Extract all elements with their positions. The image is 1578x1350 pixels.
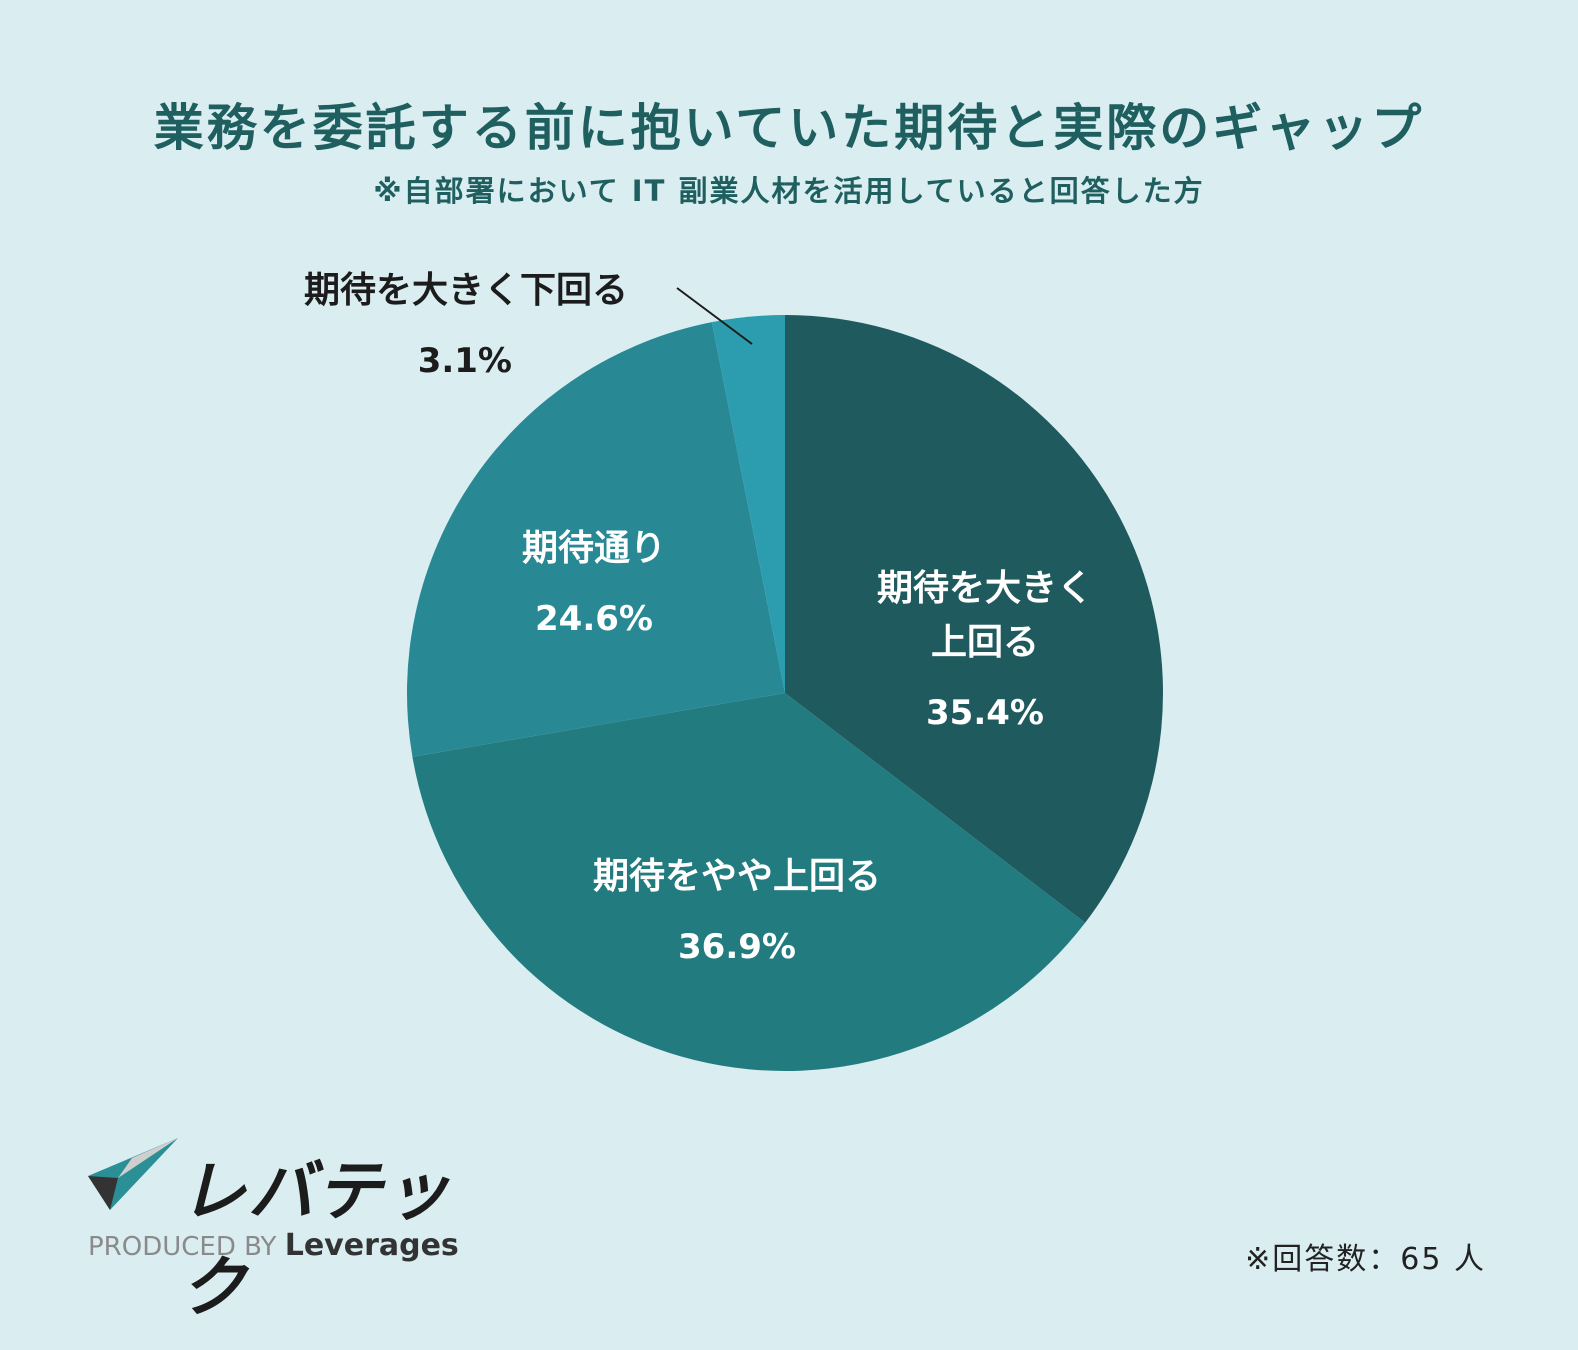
levtech-logo: レバテック PRODUCED BY Leverages xyxy=(88,1138,488,1326)
pie-slice-3 xyxy=(711,315,785,693)
logo-name: レバテック xyxy=(180,1153,452,1326)
pie-slice-1 xyxy=(412,693,1086,1072)
logo-mark-icon xyxy=(88,1138,178,1210)
slice-label-1-line-0: 期待をやや上回る xyxy=(593,856,881,897)
respondent-count: ※回答数：65 人 xyxy=(1245,1242,1486,1277)
slice-label-0-line-1: 上回る xyxy=(931,622,1039,663)
logo-produced-by: PRODUCED BY Leverages xyxy=(88,1228,459,1263)
slice-label-0-line-0: 期待を大きく xyxy=(877,568,1093,609)
slice-value-0: 35.4% xyxy=(926,693,1044,733)
company-name: Leverages xyxy=(284,1228,459,1263)
chart-title: 業務を委託する前に抱いていた期待と実際のギャップ xyxy=(153,99,1425,157)
pie-slice-0 xyxy=(785,315,1164,923)
pie-slice-2 xyxy=(407,322,785,757)
slice-label-2-line-0: 期待通り xyxy=(522,528,666,569)
slice-value-3: 3.1% xyxy=(418,341,512,381)
slice-label-3-line-0: 期待を大きく下回る xyxy=(304,270,628,311)
chart-subtitle: ※自部署において IT 副業人材を活用していると回答した方 xyxy=(373,174,1205,208)
produced-by-text: PRODUCED BY xyxy=(88,1232,277,1262)
leader-line xyxy=(676,287,753,345)
slice-value-2: 24.6% xyxy=(535,599,653,639)
slice-value-1: 36.9% xyxy=(678,927,796,967)
